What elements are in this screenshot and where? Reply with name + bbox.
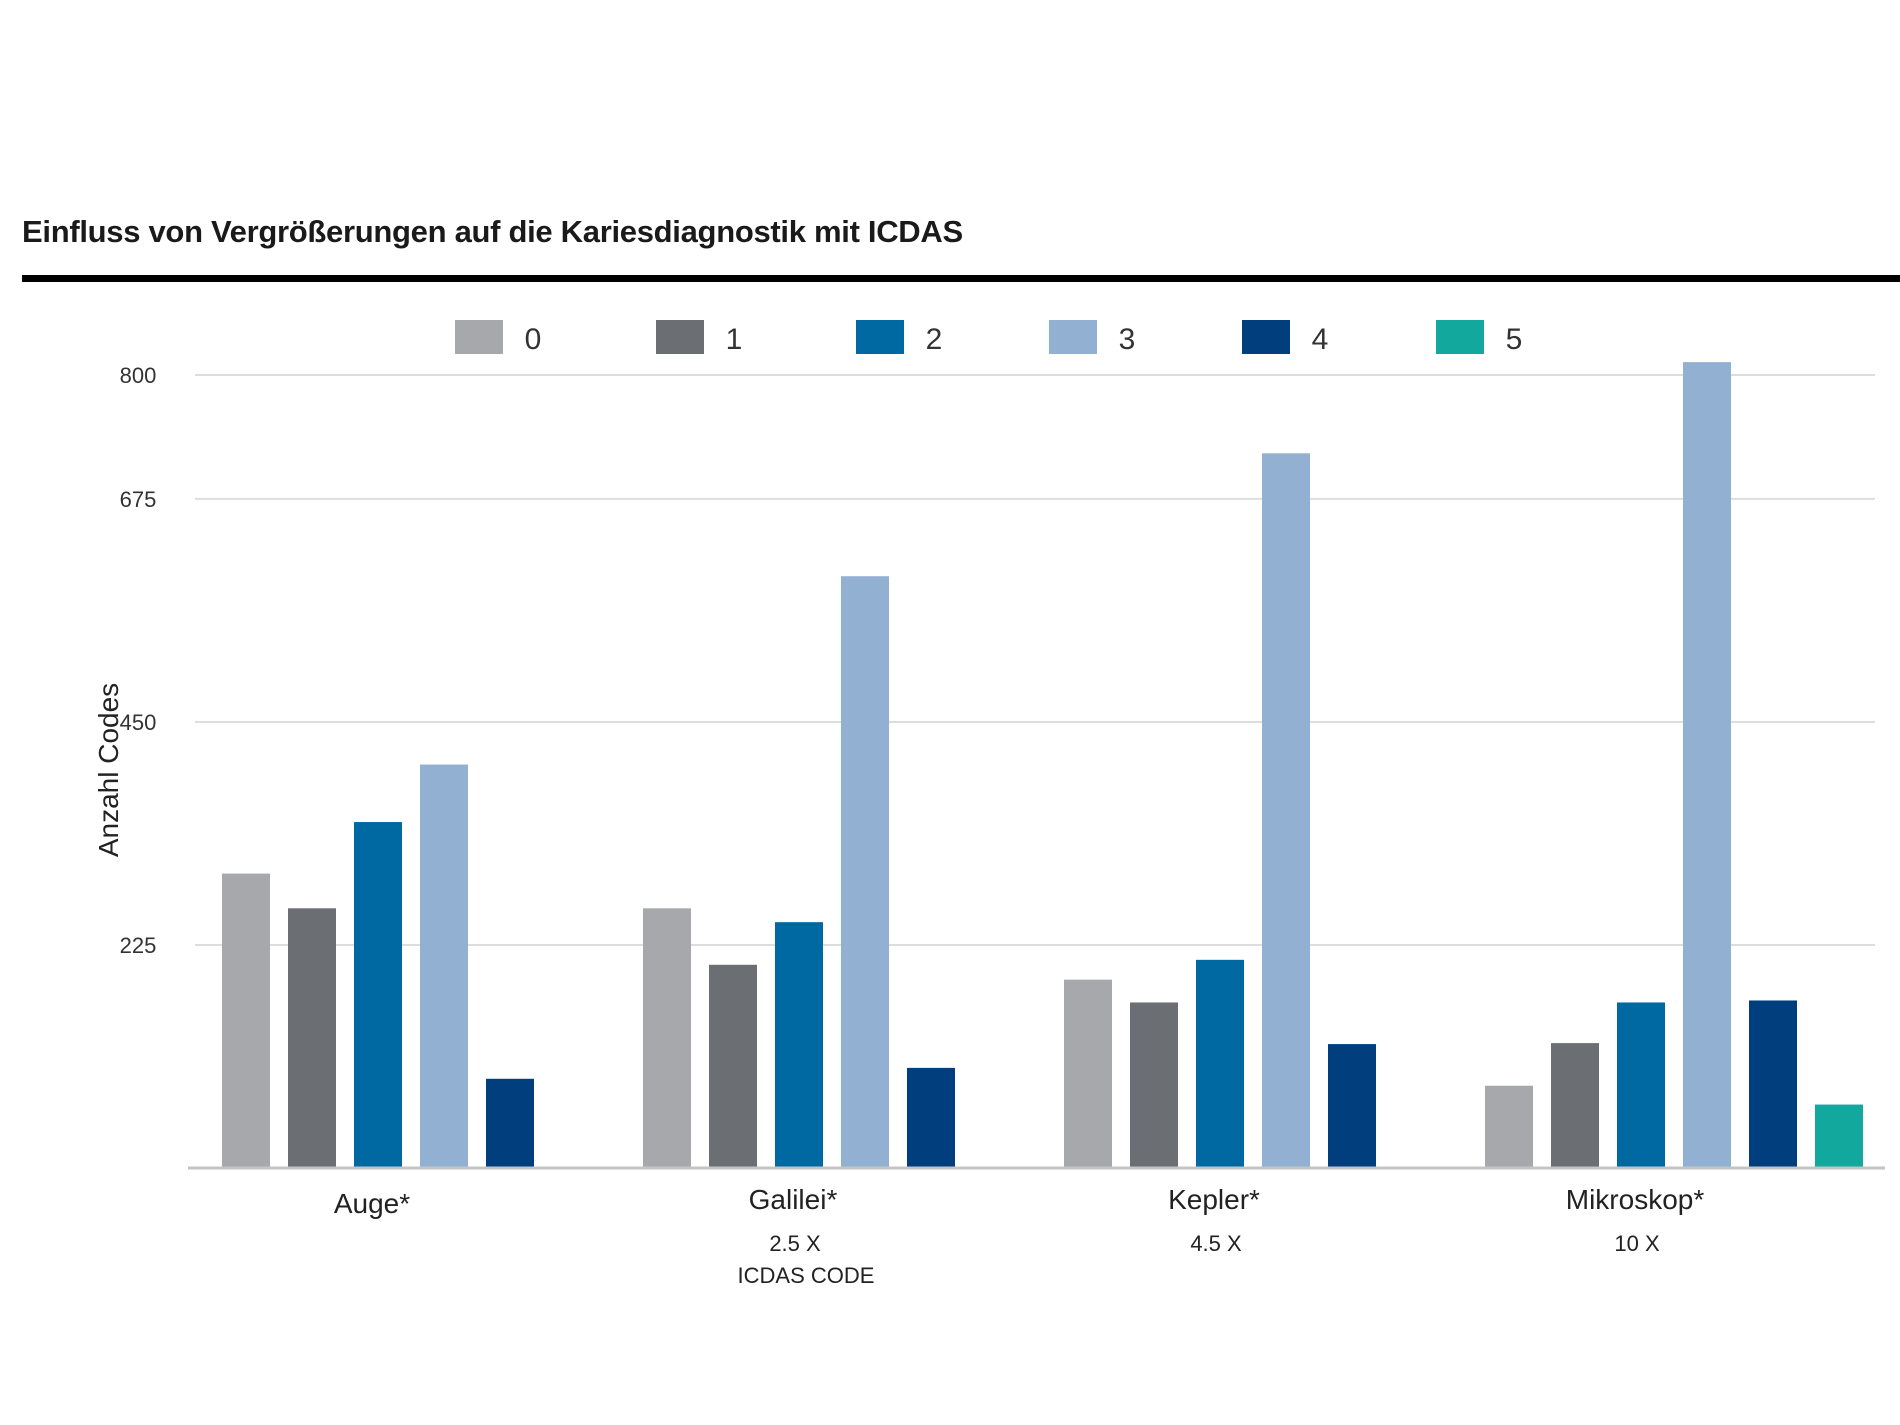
legend-swatch-0 [455, 320, 503, 354]
axes: 800 675 450 225 Auge* Galilei* 2.5 X Kepler* 4.5… [120, 363, 1885, 1256]
legend-swatch-5 [1436, 320, 1484, 354]
bar-3-1 [841, 576, 889, 1168]
y-tick-label: 450 [120, 710, 157, 735]
bars [222, 362, 1863, 1169]
bar-3-2 [1262, 453, 1310, 1169]
x-category-label: Galilei* [749, 1184, 838, 1215]
bar-5-3 [1815, 1104, 1863, 1168]
bar-2-1 [775, 922, 823, 1168]
bar-4-2 [1328, 1044, 1376, 1168]
y-tick-label: 225 [120, 933, 157, 958]
x-category-label: Auge* [334, 1188, 410, 1219]
bar-0-1 [643, 908, 691, 1168]
bar-3-0 [420, 764, 468, 1168]
y-axis-label: Anzahl Codes [93, 683, 124, 857]
bar-2-0 [354, 822, 402, 1168]
legend-swatch-4 [1242, 320, 1290, 354]
legend-label-5: 5 [1506, 323, 1523, 356]
bar-1-1 [709, 964, 757, 1168]
legend-swatch-3 [1049, 320, 1097, 354]
x-category-label: Mikroskop* [1566, 1184, 1705, 1215]
bar-2-3 [1617, 1002, 1665, 1168]
bar-0-3 [1485, 1085, 1533, 1168]
legend-label-0: 0 [525, 323, 542, 356]
legend-label-1: 1 [726, 323, 743, 356]
legend-label-2: 2 [926, 323, 943, 356]
x-category-label: Kepler* [1168, 1184, 1260, 1215]
chart-title: Einfluss von Vergrößerungen auf die Kari… [22, 214, 963, 249]
bar-4-1 [907, 1067, 955, 1168]
gridlines [195, 374, 1875, 946]
x-category-sublabel: 10 X [1614, 1231, 1660, 1256]
legend-swatch-1 [656, 320, 704, 354]
legend-label-4: 4 [1312, 323, 1329, 356]
bar-4-3 [1749, 1000, 1797, 1168]
bar-1-2 [1130, 1002, 1178, 1168]
bar-0-2 [1064, 979, 1112, 1168]
x-category-sublabel: 2.5 X [769, 1231, 821, 1256]
title-rule [22, 275, 1900, 282]
y-tick-label: 675 [120, 487, 157, 512]
x-axis-label: ICDAS CODE [738, 1263, 875, 1288]
bar-3-3 [1683, 362, 1731, 1168]
legend: 0 1 2 3 4 5 [455, 320, 1522, 356]
y-tick-label: 800 [120, 363, 157, 388]
legend-label-3: 3 [1119, 323, 1136, 356]
bar-2-2 [1196, 959, 1244, 1168]
bar-1-0 [288, 908, 336, 1168]
legend-swatch-2 [856, 320, 904, 354]
bar-0-0 [222, 873, 270, 1168]
bar-1-3 [1551, 1043, 1599, 1168]
x-category-sublabel: 4.5 X [1190, 1231, 1242, 1256]
bar-4-0 [486, 1078, 534, 1168]
